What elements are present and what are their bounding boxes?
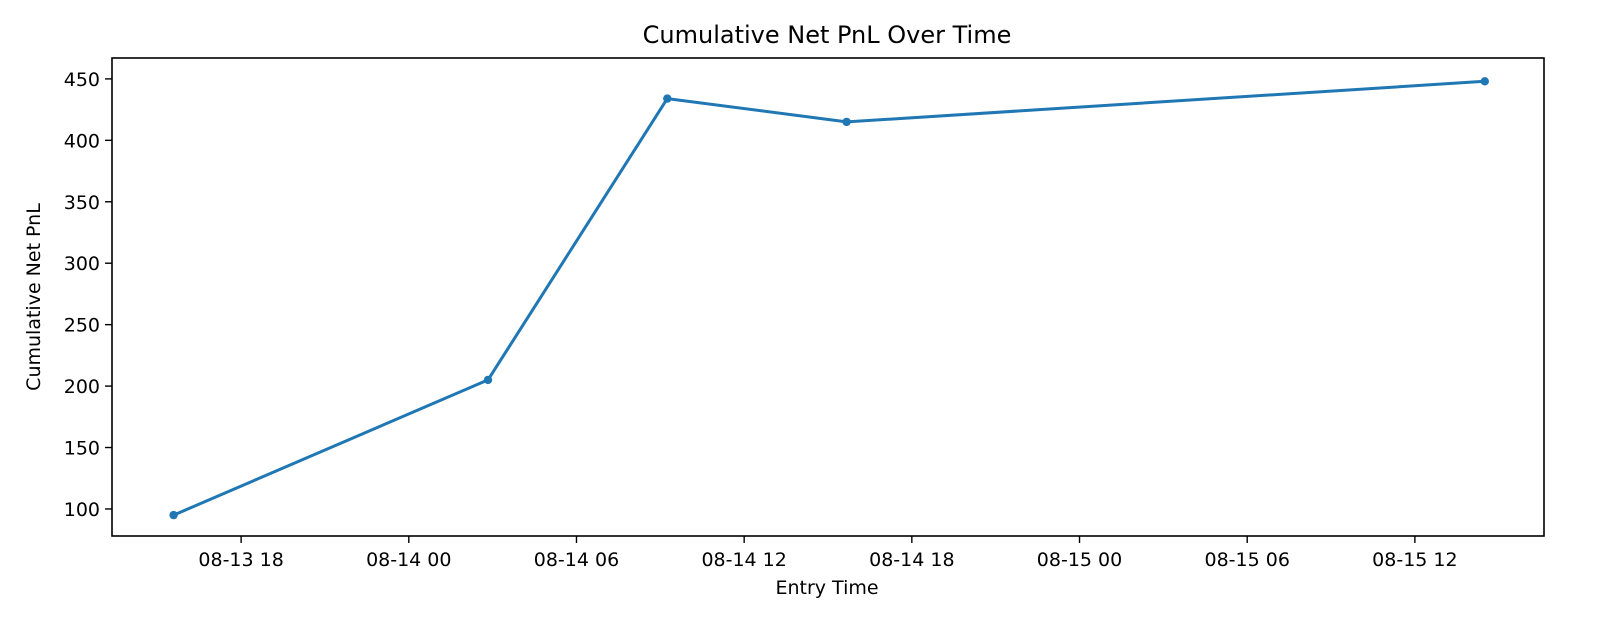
data-point [169,510,178,520]
y-tick-label: 350 [64,192,100,214]
x-tick-label: 08-14 06 [534,549,619,571]
x-tick-label: 08-14 00 [366,549,451,571]
y-tick-label: 400 [64,130,100,152]
data-point [483,375,493,385]
y-tick-label: 100 [64,499,100,521]
y-tick-label: 450 [64,69,100,91]
y-tick-label: 300 [64,253,100,275]
x-tick-label: 08-13 18 [198,549,283,571]
y-axis-label: Cumulative Net PnL [23,203,45,391]
plot-area-frame [111,57,1545,537]
data-point [842,117,851,127]
data-point [663,94,672,103]
chart-title: Cumulative Net PnL Over Time [643,21,1012,49]
data-series [169,77,1490,520]
x-tick-label: 08-14 12 [701,549,786,571]
y-tick-label: 250 [64,315,100,337]
y-axis-ticks: 100 150 200 250 300 350 400 450 [64,69,112,521]
y-tick-label: 150 [64,438,100,460]
x-tick-label: 08-15 00 [1037,549,1122,571]
x-tick-label: 08-15 12 [1372,549,1457,571]
x-tick-label: 08-15 06 [1204,549,1289,571]
x-axis-label: Entry Time [775,577,878,599]
x-tick-label: 08-14 18 [869,549,954,571]
y-tick-label: 200 [64,376,100,398]
x-axis-ticks: 08-13 18 08-14 00 08-14 06 08-14 12 08-14 18… [198,536,1458,571]
data-point [1480,77,1490,86]
